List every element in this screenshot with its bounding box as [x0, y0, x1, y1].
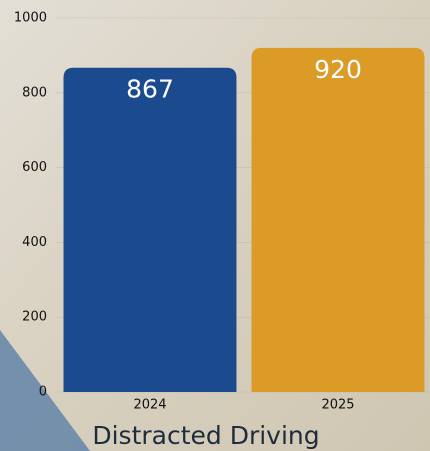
y-tick-label: 0: [39, 385, 47, 400]
data-label: 867: [126, 75, 174, 104]
background-shape: [0, 330, 90, 451]
data-label: 920: [314, 55, 362, 84]
y-tick-label: 1000: [14, 11, 47, 26]
y-tick-label: 200: [22, 310, 47, 325]
bar: [251, 47, 425, 393]
x-tick-label: 2024: [133, 398, 166, 413]
x-tick-label: 2025: [321, 398, 354, 413]
y-tick-label: 800: [22, 85, 47, 100]
y-tick-label: 600: [22, 160, 47, 175]
chart-title: Distracted Driving: [92, 421, 319, 450]
y-tick-label: 400: [22, 235, 47, 250]
bar: [63, 67, 237, 392]
